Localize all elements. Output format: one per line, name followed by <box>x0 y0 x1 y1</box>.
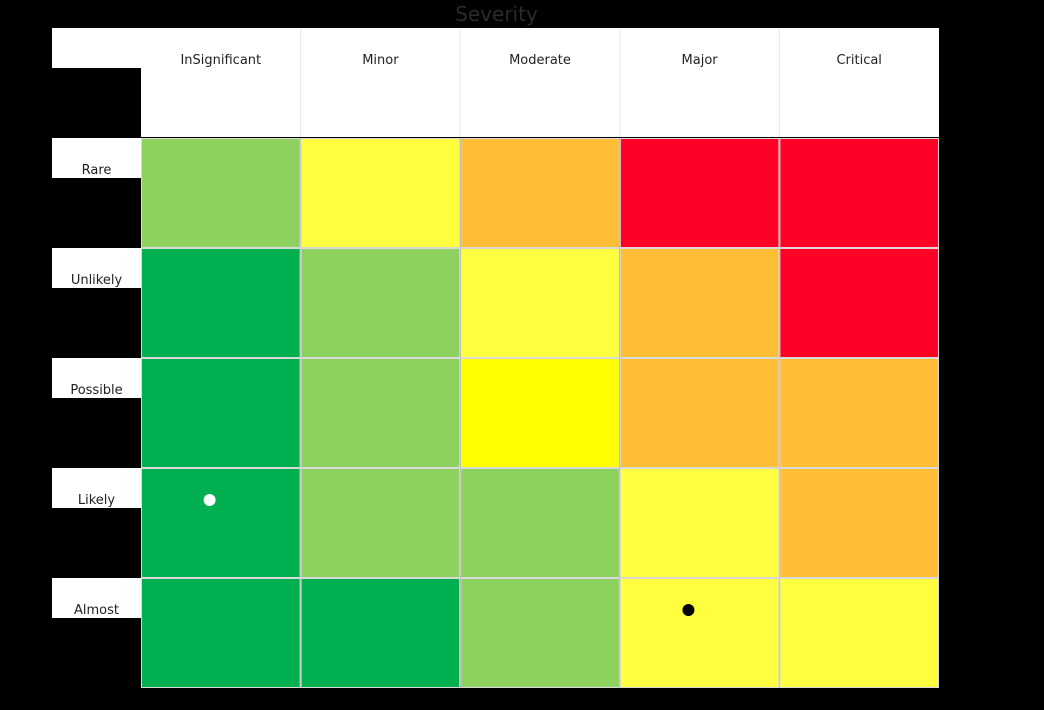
cell-almost-critical <box>779 578 940 688</box>
row-label-band-likely <box>52 468 141 508</box>
row-label-band-possible <box>52 358 141 398</box>
row-label-band-unlikely <box>52 248 141 288</box>
cell-unlikely-critical <box>779 248 940 358</box>
cell-likely-major <box>619 468 780 578</box>
column-header-insignificant: InSignificant <box>180 53 261 68</box>
chart-title: Severity <box>455 2 538 26</box>
cell-almost-major <box>619 578 780 688</box>
column-header-critical: Critical <box>836 53 881 68</box>
cell-unlikely-moderate <box>460 248 620 358</box>
cell-possible-moderate <box>460 358 620 468</box>
column-header-major: Major <box>682 53 719 68</box>
cell-rare-critical <box>779 138 940 248</box>
marker-almost-major <box>682 604 695 616</box>
column-header-moderate: Moderate <box>509 53 571 68</box>
cell-possible-insignificant <box>141 358 301 468</box>
row-label-band-almost <box>52 578 141 618</box>
cell-unlikely-minor <box>300 248 461 358</box>
header-band <box>141 28 939 137</box>
cell-almost-insignificant <box>141 578 301 688</box>
row-label-band-rare <box>52 138 141 178</box>
row-label-almost: Almost <box>74 603 119 618</box>
header-corner <box>52 28 141 68</box>
cell-likely-critical <box>779 468 940 578</box>
row-label-likely: Likely <box>78 493 116 508</box>
column-header-minor: Minor <box>362 53 399 68</box>
row-label-rare: Rare <box>82 163 112 178</box>
cell-almost-minor <box>300 578 461 688</box>
cell-rare-major <box>619 138 780 248</box>
cell-unlikely-major <box>619 248 780 358</box>
cell-rare-moderate <box>460 138 620 248</box>
cell-possible-minor <box>300 358 461 468</box>
cell-likely-insignificant <box>141 468 301 578</box>
cell-unlikely-insignificant <box>141 248 301 358</box>
cell-rare-insignificant <box>141 138 301 248</box>
cell-almost-moderate <box>460 578 620 688</box>
cell-likely-moderate <box>460 468 620 578</box>
row-label-unlikely: Unlikely <box>71 273 123 288</box>
marker-likely-insignificant <box>203 494 216 506</box>
cell-possible-major <box>619 358 780 468</box>
cell-possible-critical <box>779 358 940 468</box>
row-label-possible: Possible <box>70 383 122 398</box>
cell-rare-minor <box>300 138 461 248</box>
cell-likely-minor <box>300 468 461 578</box>
